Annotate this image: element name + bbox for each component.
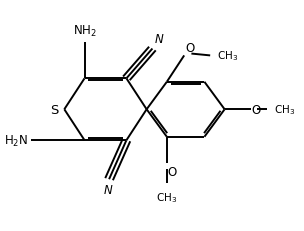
Text: NH$_2$: NH$_2$ (73, 23, 96, 38)
Text: CH$_3$: CH$_3$ (274, 103, 295, 117)
Text: CH$_3$: CH$_3$ (156, 190, 178, 204)
Text: S: S (50, 103, 59, 116)
Text: H$_2$N: H$_2$N (4, 133, 28, 148)
Text: O: O (251, 103, 261, 116)
Text: O: O (168, 165, 177, 178)
Text: O: O (185, 41, 194, 54)
Text: CH$_3$: CH$_3$ (217, 49, 239, 63)
Text: N: N (103, 183, 112, 196)
Text: N: N (155, 33, 164, 46)
